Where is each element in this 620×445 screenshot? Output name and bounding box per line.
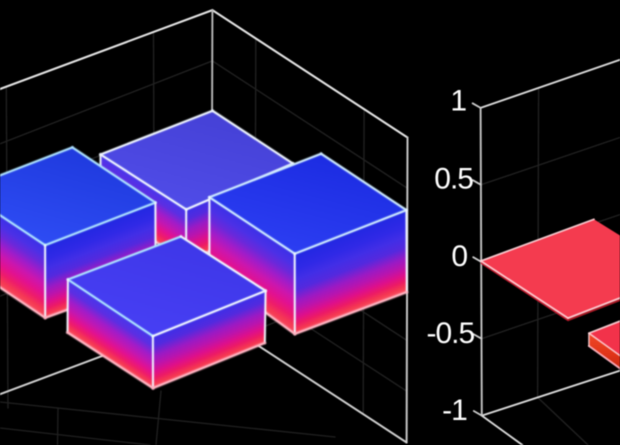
svg-text:0: 0 — [451, 240, 467, 273]
svg-text:-0.5: -0.5 — [426, 317, 474, 350]
svg-text:0.5: 0.5 — [434, 162, 473, 195]
svg-text:-1: -1 — [442, 394, 467, 427]
svg-text:1: 1 — [450, 84, 466, 117]
